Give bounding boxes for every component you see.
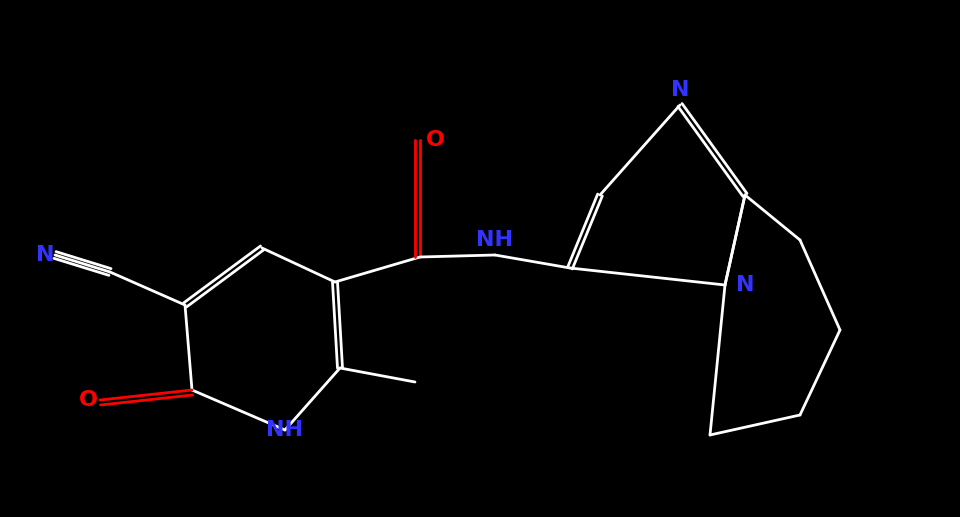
Text: O: O bbox=[79, 390, 98, 410]
Text: N: N bbox=[671, 80, 689, 100]
Text: NH: NH bbox=[476, 230, 514, 250]
Text: NH: NH bbox=[267, 420, 303, 440]
Text: N: N bbox=[36, 245, 55, 265]
Text: N: N bbox=[735, 275, 755, 295]
Text: O: O bbox=[425, 130, 444, 150]
